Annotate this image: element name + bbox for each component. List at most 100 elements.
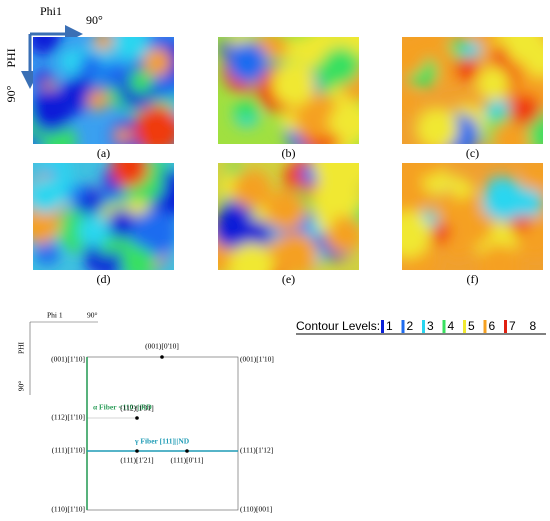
- y-end: 90°: [17, 381, 26, 392]
- point-label: (110)[001]: [240, 505, 272, 514]
- blob: [508, 93, 541, 126]
- level-label: 7: [509, 319, 516, 333]
- blob: [120, 246, 156, 270]
- heat-map: [33, 37, 174, 144]
- panel-label: (e): [282, 272, 295, 286]
- panel-label: (f): [467, 272, 479, 286]
- orientation-point: [135, 416, 139, 420]
- blob: [228, 243, 275, 270]
- blobs: [402, 37, 543, 144]
- blob: [33, 37, 62, 56]
- blob: [420, 163, 441, 177]
- panel-label: (b): [282, 146, 296, 160]
- level-label: 4: [448, 319, 455, 333]
- blob: [234, 97, 259, 122]
- x-label: Phi 1: [47, 311, 63, 320]
- point-label: (001)[0'10]: [145, 342, 179, 351]
- blob: [477, 244, 522, 270]
- blob: [316, 214, 334, 232]
- blob: [402, 91, 420, 115]
- level-label: 2: [407, 319, 414, 333]
- panels: (a) (b) (c) (d) (e) (f): [33, 37, 543, 286]
- blob: [131, 209, 174, 257]
- orientation-point: [135, 449, 139, 453]
- blob: [518, 224, 543, 259]
- point-label: (110)[1'10]: [51, 505, 85, 514]
- heat-map: [33, 163, 174, 270]
- blob: [226, 41, 268, 84]
- blob: [322, 46, 359, 85]
- point-label: (111)[1'21]: [120, 456, 153, 465]
- blob: [462, 40, 481, 60]
- blob: [522, 163, 543, 196]
- blob: [265, 189, 307, 231]
- gamma-label: γ Fiber [111]||ND: [134, 437, 190, 446]
- blob: [34, 240, 60, 266]
- blob: [328, 104, 359, 141]
- level-label: 5: [468, 319, 475, 333]
- blob: [87, 90, 108, 111]
- blob: [523, 40, 543, 78]
- point-label: (001)[1'10]: [51, 355, 85, 364]
- blob: [402, 37, 427, 76]
- panel-label: (a): [97, 146, 110, 160]
- blob: [93, 37, 114, 51]
- x-end: 90°: [87, 311, 98, 320]
- level-swatch: [442, 320, 446, 333]
- level-label: 8: [530, 319, 537, 333]
- x-end: 90°: [86, 13, 103, 27]
- blob: [33, 203, 61, 245]
- blob: [325, 163, 359, 188]
- blob: [241, 219, 273, 251]
- blob: [271, 62, 316, 107]
- frame: [86, 356, 239, 511]
- panel-label: (c): [466, 146, 479, 160]
- heat-map: [402, 163, 543, 270]
- blob: [405, 165, 423, 183]
- level-label: 3: [427, 319, 434, 333]
- orientation-point: [160, 355, 164, 359]
- blob: [59, 49, 82, 73]
- alpha-label: α Fiber <110>||RD: [93, 403, 152, 412]
- blob: [272, 232, 318, 270]
- blob: [76, 53, 105, 82]
- blob: [218, 216, 243, 246]
- blob: [68, 184, 87, 204]
- blob: [114, 127, 132, 144]
- x-label: Phi1: [40, 4, 62, 18]
- level-swatch: [422, 320, 425, 333]
- y-label: PHI: [4, 48, 18, 67]
- blob: [402, 177, 412, 195]
- blob: [454, 56, 479, 82]
- blob: [402, 185, 428, 217]
- blobs: [218, 163, 359, 270]
- heat-map: [402, 37, 543, 144]
- blob: [143, 48, 172, 77]
- level-swatch: [381, 320, 384, 333]
- y-end: 90°: [4, 85, 18, 102]
- blob: [128, 69, 153, 94]
- blob: [33, 88, 74, 133]
- heat-map: [218, 163, 359, 270]
- point-label: (112)[1'31]: [120, 404, 154, 413]
- point-label: (111)[1'10]: [52, 446, 85, 455]
- y-label: PHI: [17, 341, 26, 354]
- legend-title: Contour Levels:: [296, 319, 380, 333]
- point-label: (111)[0'11]: [170, 456, 203, 465]
- blobs: [33, 37, 174, 144]
- level-swatch: [504, 320, 507, 333]
- point-label: (001)[1'10]: [240, 355, 274, 364]
- point-label: (111)[1'12]: [240, 446, 273, 455]
- blob: [311, 37, 337, 53]
- blob: [294, 92, 342, 140]
- blob: [476, 66, 510, 100]
- blob: [456, 208, 493, 245]
- blob: [402, 210, 432, 259]
- level-label: 1: [386, 319, 393, 333]
- blobs: [219, 37, 359, 144]
- blob: [106, 208, 137, 239]
- heat-map: [218, 37, 359, 144]
- blob: [482, 177, 527, 222]
